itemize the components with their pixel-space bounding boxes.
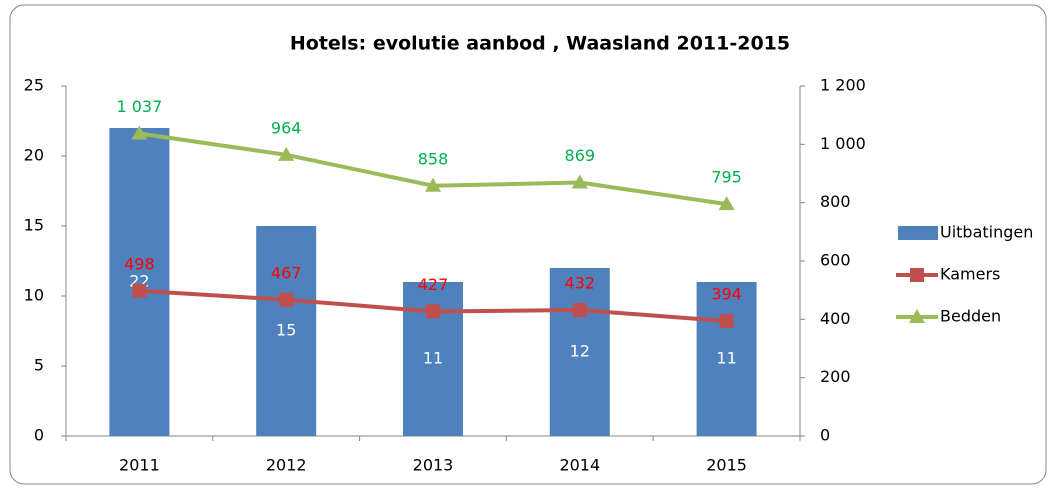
legend-swatch [898,226,938,240]
y-tick-label: 15 [24,216,44,235]
legend-marker [909,309,925,323]
y-tick-label: 20 [24,146,44,165]
y-tick-label: 25 [24,76,44,95]
marker [279,292,294,307]
y-tick-label: 5 [34,356,44,375]
data-label: 1 037 [116,97,162,116]
marker [132,283,147,298]
legend-label: Bedden [940,307,1001,326]
bar-label: 11 [716,349,736,368]
bar [109,128,170,436]
marker [718,196,735,211]
y2-tick-label: 400 [820,309,851,328]
x-tick-label: 2014 [559,456,600,475]
data-label: 432 [565,274,596,293]
y2-tick-label: 0 [820,426,830,445]
legend-marker [910,268,924,282]
y-tick-label: 0 [34,426,44,445]
y2-tick-label: 1 000 [820,134,866,153]
data-label: 795 [711,168,742,187]
marker [278,146,295,161]
data-label: 869 [565,146,596,165]
y-tick-label: 10 [24,286,44,305]
y2-tick-label: 600 [820,251,851,270]
data-label: 858 [418,149,449,168]
data-label: 964 [271,118,302,137]
legend-label: Kamers [940,265,1000,284]
legend-label: Uitbatingen [940,223,1033,242]
data-label: 394 [711,285,742,304]
bar [549,268,610,436]
data-label: 498 [124,254,155,273]
x-tick-label: 2012 [266,456,307,475]
bar-label: 11 [423,349,443,368]
y2-tick-label: 1 200 [820,76,866,95]
marker [426,304,440,319]
bar-label: 15 [276,321,296,340]
marker [131,125,148,140]
x-tick-label: 2015 [706,456,747,475]
x-tick-label: 2011 [119,456,160,475]
bar [256,226,317,436]
marker [425,177,441,192]
bar [696,282,757,436]
marker [719,314,734,329]
data-label: 467 [271,263,302,282]
chart-title: Hotels: evolutie aanbod , Waasland 2011-… [290,33,790,55]
marker [572,303,587,317]
x-tick-label: 2013 [413,456,454,475]
y2-tick-label: 800 [820,192,851,211]
marker [571,174,588,189]
data-label: 427 [418,275,449,294]
y2-tick-label: 200 [820,367,851,386]
bar-label: 12 [570,342,590,361]
